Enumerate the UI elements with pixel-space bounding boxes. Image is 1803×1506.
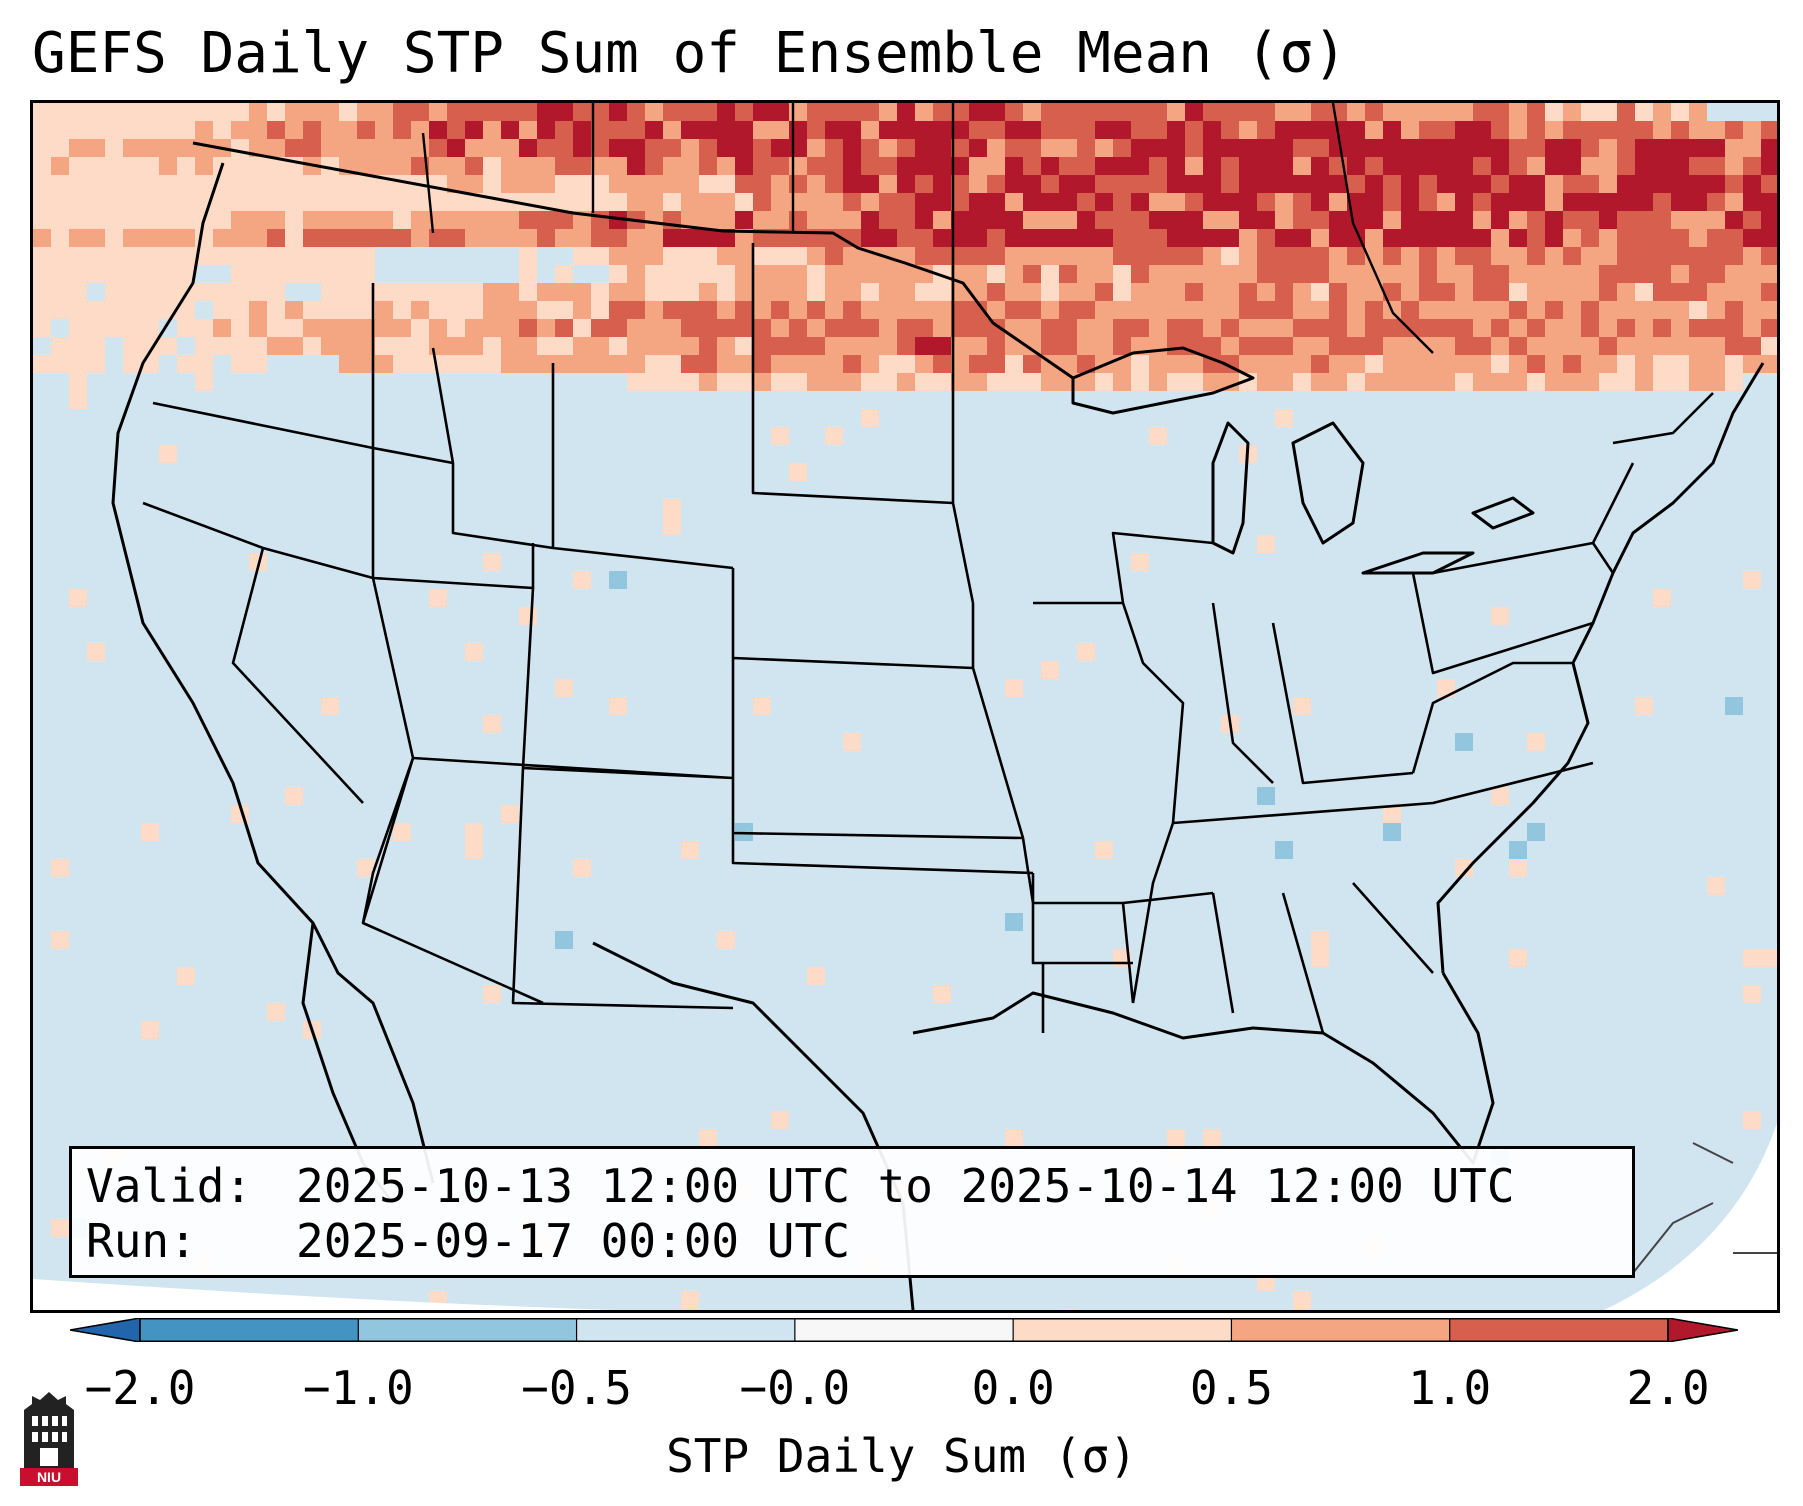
colorbar-extend-max xyxy=(1667,1318,1738,1342)
colorbar xyxy=(70,1318,1738,1342)
map-canvas xyxy=(33,103,1777,1310)
us-canada-border xyxy=(192,141,1074,380)
political-borders xyxy=(111,103,1777,1310)
valid-run-info-box: Valid: 2025-10-13 12:00 UTC to 2025-10-14… xyxy=(69,1146,1635,1278)
pacific-coastline xyxy=(111,162,435,1184)
valid-row: Valid: 2025-10-13 12:00 UTC to 2025-10-14… xyxy=(86,1159,1618,1214)
lake-ontario xyxy=(1471,496,1535,530)
colorbar-tick-label: −0.5 xyxy=(521,1361,632,1415)
colorbar-tick-label: 1.0 xyxy=(1408,1361,1492,1415)
colorbar-bin xyxy=(140,1318,359,1342)
colorbar-bin xyxy=(1449,1318,1669,1342)
colorbar-bin xyxy=(358,1318,578,1342)
valid-label: Valid: xyxy=(86,1159,253,1213)
map-title: GEFS Daily STP Sum of Ensemble Mean (σ) xyxy=(32,21,1347,86)
lake-superior xyxy=(1071,346,1255,415)
outside-domain-mask xyxy=(33,1279,615,1310)
colorbar-tick-label: −2.0 xyxy=(84,1361,196,1415)
valid-value: 2025-10-13 12:00 UTC to 2025-10-14 12:00… xyxy=(296,1159,1515,1213)
atlantic-coastline xyxy=(1436,362,1765,974)
outside-domain-mask-right xyxy=(1603,1123,1777,1310)
caribbean-islands xyxy=(1632,1142,1777,1274)
colorbar-bin xyxy=(576,1318,796,1342)
canada-province-lines xyxy=(421,103,1434,354)
colorbar-extend-min xyxy=(70,1318,141,1342)
lake-huron xyxy=(1291,421,1365,545)
colorbar-label: STP Daily Sum (σ) xyxy=(666,1429,1137,1483)
colorbar-bin xyxy=(1013,1318,1232,1342)
colorbar-bins xyxy=(70,1318,1738,1342)
state-lines xyxy=(142,243,1714,1034)
colorbar-bin xyxy=(1231,1318,1451,1342)
logo-text: NIU xyxy=(37,1469,61,1485)
stp-anomaly-cells xyxy=(33,103,1777,1310)
run-label: Run: xyxy=(86,1214,197,1268)
colorbar-tick-label: 0.5 xyxy=(1189,1361,1273,1415)
colorbar-tick-label: 2.0 xyxy=(1626,1361,1710,1415)
map-panel[interactable]: Valid: 2025-10-13 12:00 UTC to 2025-10-14… xyxy=(30,100,1780,1313)
colorbar-bin xyxy=(794,1318,1014,1342)
colorbar-tick-label: 0.0 xyxy=(971,1361,1055,1415)
colorbar-tick-label: −0.0 xyxy=(739,1361,851,1415)
lake-michigan xyxy=(1211,421,1250,555)
colorbar-tick-label: −1.0 xyxy=(302,1361,414,1415)
university-tower-icon: NIU xyxy=(20,1392,78,1486)
run-row: Run: 2025-09-17 00:00 UTC xyxy=(86,1214,1618,1269)
run-value: 2025-09-17 00:00 UTC xyxy=(296,1214,850,1268)
lake-erie xyxy=(1361,551,1475,575)
